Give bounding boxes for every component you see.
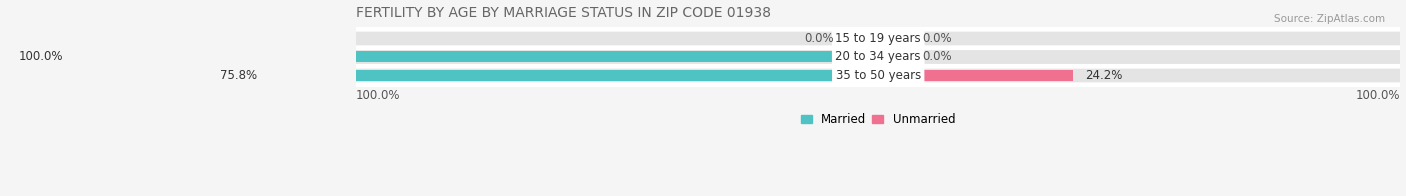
Text: Source: ZipAtlas.com: Source: ZipAtlas.com bbox=[1274, 14, 1385, 24]
Text: 15 to 19 years: 15 to 19 years bbox=[835, 32, 921, 45]
Text: 20 to 34 years: 20 to 34 years bbox=[835, 51, 921, 64]
Text: FERTILITY BY AGE BY MARRIAGE STATUS IN ZIP CODE 01938: FERTILITY BY AGE BY MARRIAGE STATUS IN Z… bbox=[356, 5, 770, 20]
Legend: Married, Unmarried: Married, Unmarried bbox=[801, 113, 955, 126]
Text: 100.0%: 100.0% bbox=[1355, 89, 1400, 102]
Bar bbox=[879, 70, 1073, 81]
Bar bbox=[269, 70, 879, 81]
Text: 0.0%: 0.0% bbox=[922, 51, 952, 64]
Text: 75.8%: 75.8% bbox=[221, 69, 257, 82]
Text: 24.2%: 24.2% bbox=[1084, 69, 1122, 82]
Bar bbox=[356, 32, 1400, 45]
Bar bbox=[356, 69, 1400, 82]
Bar bbox=[356, 50, 1400, 64]
Text: 35 to 50 years: 35 to 50 years bbox=[835, 69, 921, 82]
Bar bbox=[75, 52, 879, 63]
Text: 0.0%: 0.0% bbox=[922, 32, 952, 45]
Text: 100.0%: 100.0% bbox=[18, 51, 63, 64]
Text: 0.0%: 0.0% bbox=[804, 32, 834, 45]
Text: 100.0%: 100.0% bbox=[356, 89, 401, 102]
